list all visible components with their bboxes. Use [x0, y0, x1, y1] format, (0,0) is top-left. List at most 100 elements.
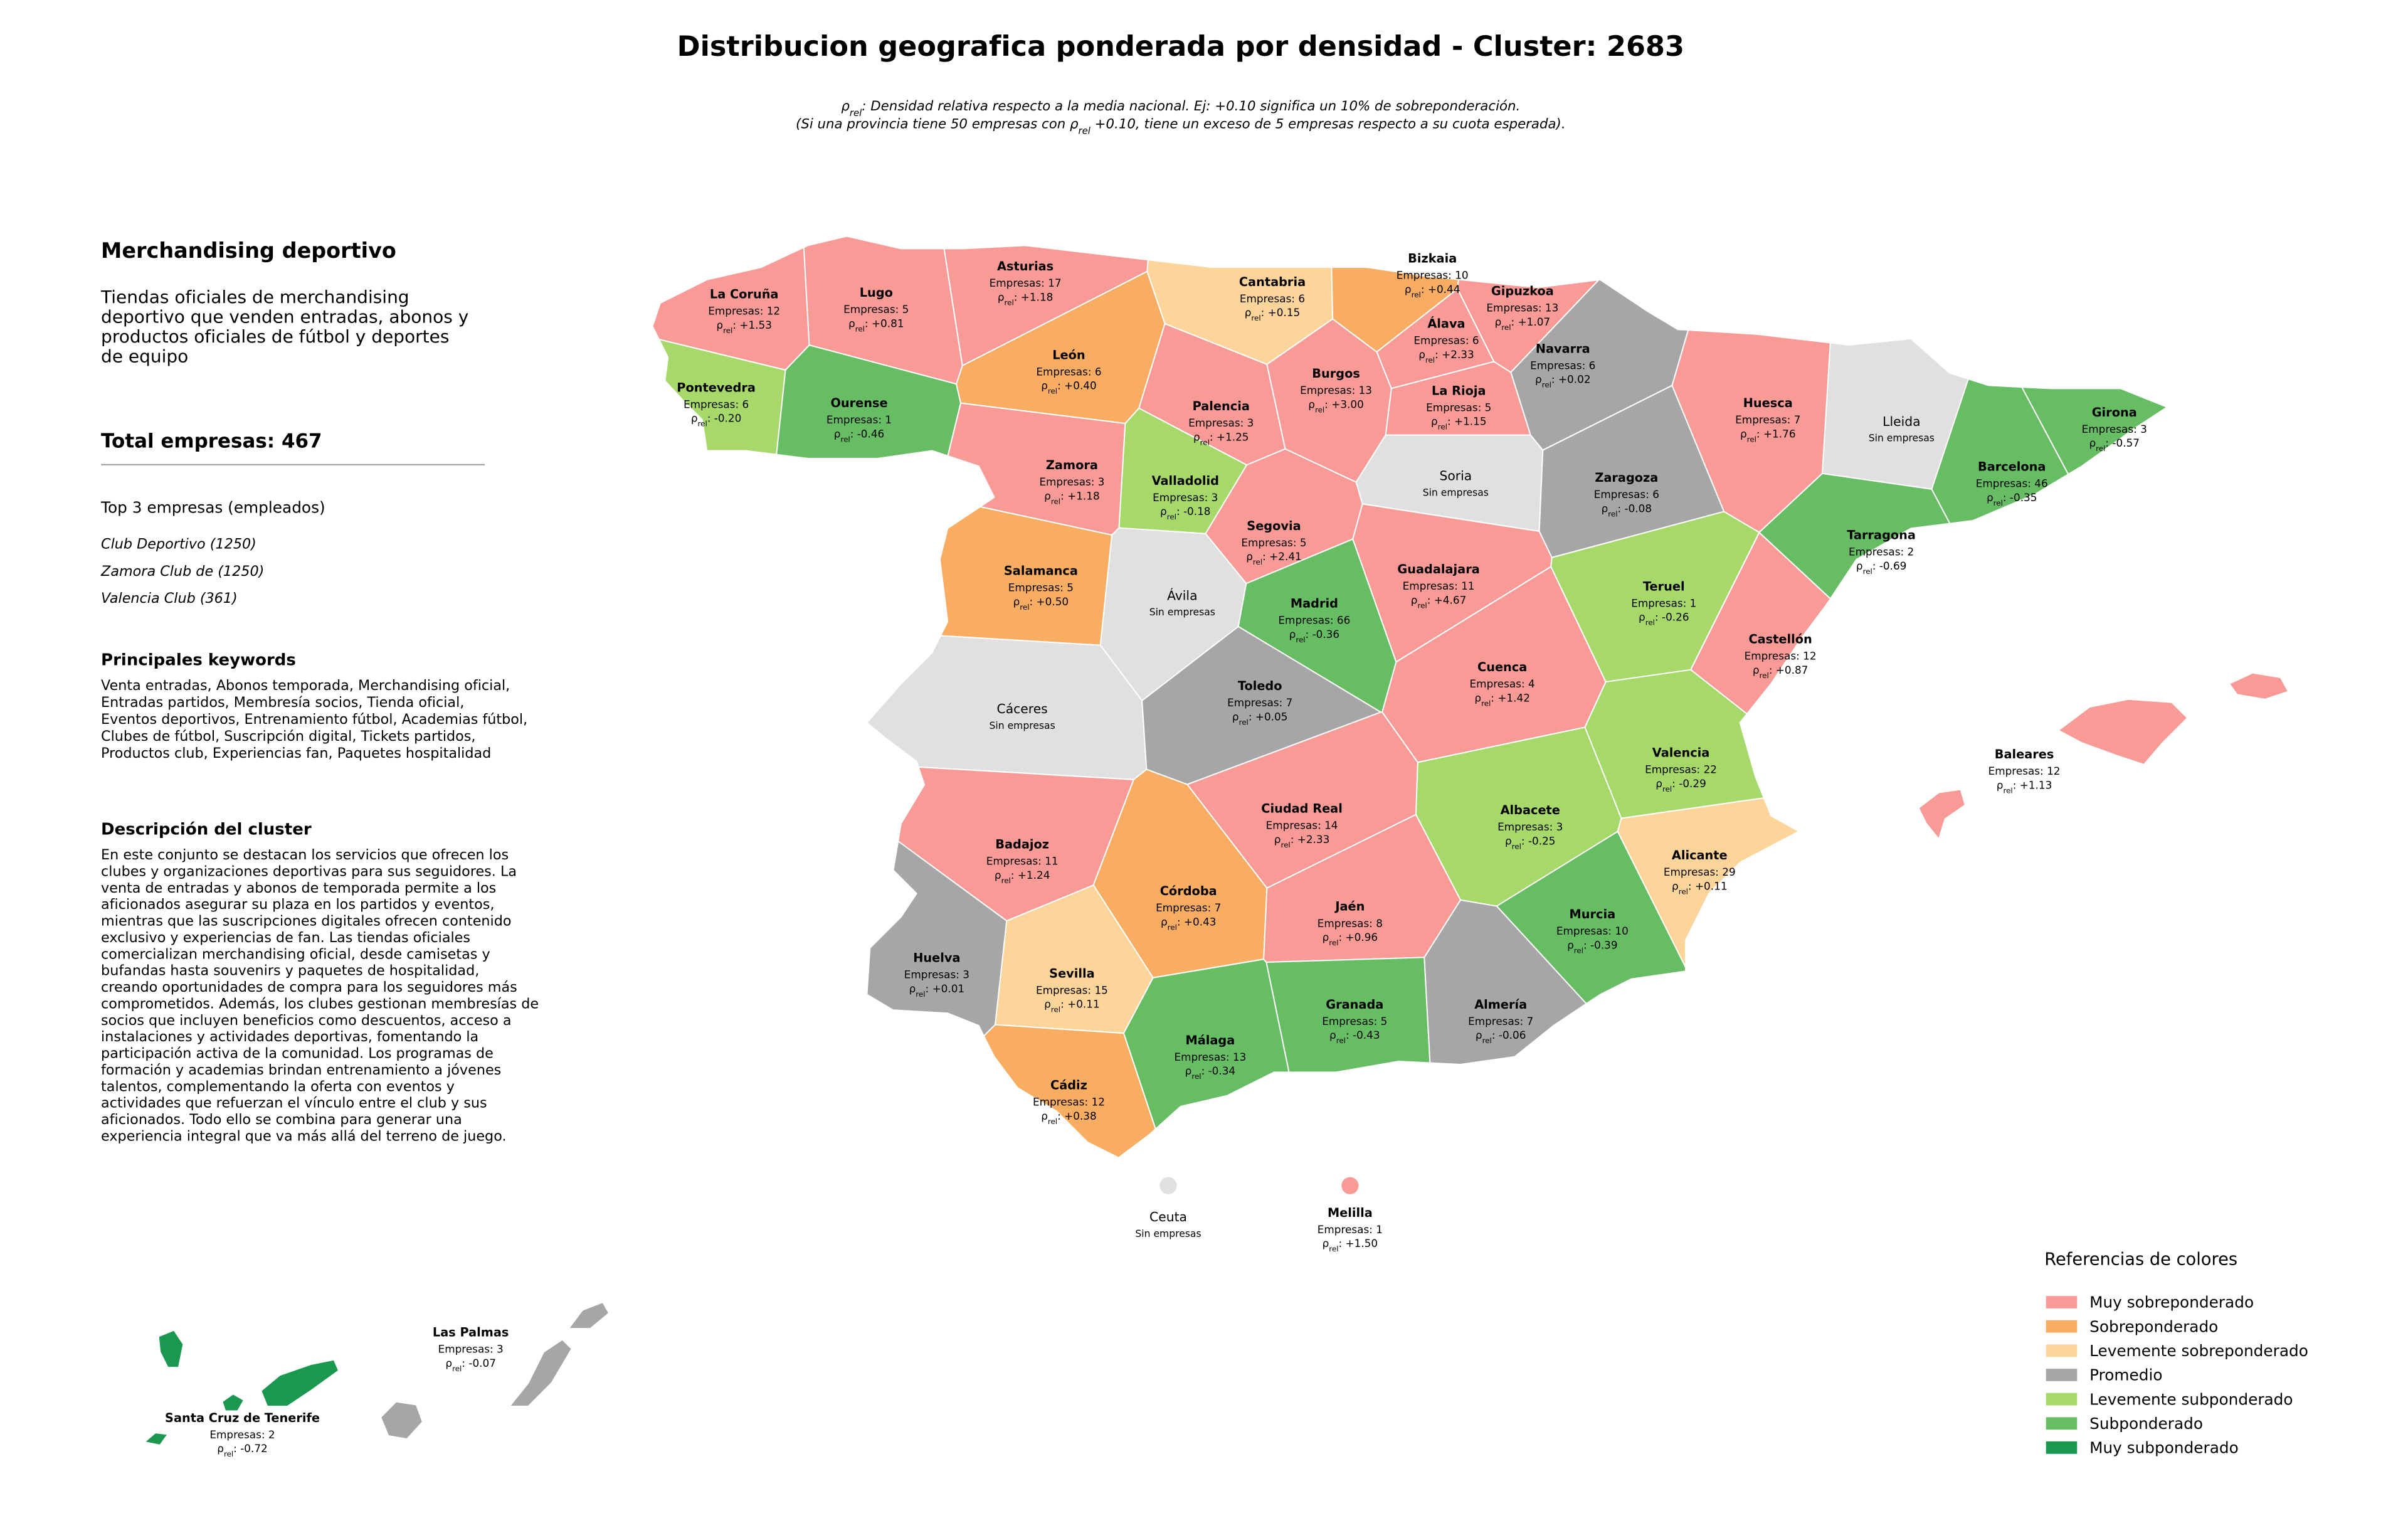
- province-shape: [1496, 830, 1686, 1005]
- count-value: 13: [1545, 302, 1558, 314]
- rho-separator: :: [462, 1357, 468, 1369]
- description-line: mientras que las suscripciones digitales…: [101, 913, 511, 930]
- count-value: 1: [885, 413, 892, 426]
- province-name: Córdoba: [1160, 884, 1217, 898]
- province-count: Empresas: 7: [1735, 413, 1800, 426]
- count-value: 2: [1908, 546, 1914, 558]
- count-prefix: Empresas:: [1188, 416, 1247, 429]
- count-prefix: Empresas:: [1008, 581, 1067, 594]
- count-prefix: Empresas:: [1745, 650, 1803, 662]
- rho-value: -0.46: [857, 427, 885, 440]
- rho-subscript: rel: [1512, 842, 1521, 851]
- total-label: Total empresas:: [101, 430, 282, 452]
- rho-subscript: rel: [1048, 387, 1057, 396]
- count-value: 7: [1527, 1015, 1534, 1027]
- rho-subscript: rel: [1863, 567, 1872, 576]
- province-rho: ρrel: +1.76: [1740, 427, 1796, 443]
- count-value: 10: [1455, 269, 1468, 282]
- province-count: Empresas: 7: [1468, 1015, 1533, 1027]
- count-prefix: Empresas:: [1153, 491, 1211, 504]
- rho-value: +0.11: [1067, 998, 1100, 1011]
- count-prefix: Empresas:: [843, 303, 902, 316]
- rho-value: -0.69: [1879, 560, 1907, 572]
- rho-separator: :: [1291, 833, 1297, 846]
- count-prefix: Empresas:: [990, 277, 1048, 289]
- province-rho: ρrel: +1.18: [1044, 489, 1100, 506]
- top-company: Zamora Club de (1250): [100, 563, 264, 580]
- count-prefix: Empresas:: [1266, 819, 1324, 832]
- rho-separator: :: [1262, 550, 1269, 563]
- rho-separator: :: [1339, 931, 1346, 943]
- rho-separator: :: [1618, 502, 1625, 514]
- province-count: Empresas: 7: [1156, 901, 1221, 914]
- province-name: Ciudad Real: [1261, 802, 1343, 816]
- count-value: 5: [1300, 536, 1307, 549]
- count-prefix: Empresas:: [1241, 536, 1299, 549]
- province-count: Empresas: 46: [1976, 477, 2048, 490]
- count-prefix: Empresas:: [708, 305, 766, 317]
- rho-value: +1.13: [2020, 778, 2052, 791]
- rho-separator: :: [1201, 1064, 1208, 1077]
- rho-subscript: rel: [1005, 298, 1014, 307]
- province-name: Cádiz: [1050, 1078, 1087, 1093]
- count-value: 46: [2034, 477, 2047, 490]
- legend-swatch: [2046, 1417, 2078, 1430]
- rho-value: +1.50: [1346, 1237, 1378, 1249]
- no-data-label: Sin empresas: [1869, 433, 1935, 444]
- province-shape: [1617, 797, 1800, 968]
- province-rho: ρrel: -0.34: [1185, 1064, 1236, 1081]
- rho-value: -0.57: [2112, 437, 2140, 449]
- rho-symbol: ρ: [834, 427, 841, 440]
- rho-subscript: rel: [698, 420, 707, 428]
- rho-symbol: ρ: [1160, 505, 1167, 517]
- rho-subscript: rel: [1418, 601, 1427, 610]
- rho-symbol: ρ: [1431, 415, 1438, 428]
- rho-value: +0.11: [1695, 879, 1728, 892]
- rho-separator: :: [2003, 491, 2010, 504]
- count-value: 6: [742, 398, 749, 410]
- province-name: Bizkaia: [1408, 252, 1457, 266]
- legend-label: Levemente sobreponderado: [2089, 1342, 2308, 1360]
- rho-symbol: ρ: [1329, 1029, 1336, 1041]
- province-name: Madrid: [1291, 597, 1338, 611]
- rho-symbol: ρ: [1289, 628, 1296, 640]
- count-prefix: Empresas:: [1227, 696, 1286, 709]
- rho-separator: :: [1435, 348, 1442, 361]
- province-name: Almería: [1474, 997, 1527, 1012]
- province-name: Zaragoza: [1595, 470, 1658, 485]
- legend-swatch: [2046, 1320, 2078, 1333]
- count-prefix: Empresas:: [1318, 917, 1376, 930]
- count-value: 3: [1556, 820, 1563, 833]
- count-value: 12: [767, 305, 780, 317]
- province-name: Soria: [1439, 469, 1472, 484]
- count-value: 6: [1652, 488, 1659, 501]
- province-rho: ρrel: -0.26: [1639, 611, 1689, 627]
- rho-subscript: rel: [1329, 1244, 1338, 1253]
- rho-separator: :: [2013, 778, 2020, 791]
- rho-value: +2.33: [1297, 833, 1330, 846]
- province-rho: ρrel: +0.40: [1041, 379, 1097, 396]
- rho-separator: :: [926, 982, 932, 995]
- rho-symbol: ρ: [1193, 430, 1200, 443]
- panel-heading: Merchandising deportivo: [101, 238, 396, 263]
- province-name: Palencia: [1193, 399, 1250, 413]
- rho-separator: :: [233, 1442, 240, 1455]
- rho-subscript: rel: [840, 435, 850, 443]
- province-name: Tarragona: [1847, 528, 1916, 543]
- rho-symbol: ρ: [1013, 595, 1020, 608]
- rho-separator: :: [2105, 437, 2112, 449]
- rho-subscript: rel: [1001, 876, 1011, 885]
- count-prefix: Empresas:: [2082, 423, 2140, 435]
- description-line: comercializan merchandising oficial, des…: [101, 946, 490, 962]
- rho-symbol: ρ: [1672, 879, 1679, 892]
- count-value: 12: [1091, 1096, 1104, 1108]
- province-count: Empresas: 5: [1426, 401, 1491, 413]
- rho-subscript: rel: [1425, 356, 1435, 364]
- province-count: Empresas: 2: [1849, 546, 1914, 558]
- province-name: Lugo: [860, 285, 893, 300]
- rho-value: +0.02: [1558, 373, 1591, 386]
- rho-value: -0.29: [1679, 777, 1706, 790]
- rho-value: +1.24: [1018, 869, 1050, 881]
- province-name: Zamora: [1046, 458, 1098, 472]
- description-title: Descripción del cluster: [101, 820, 312, 839]
